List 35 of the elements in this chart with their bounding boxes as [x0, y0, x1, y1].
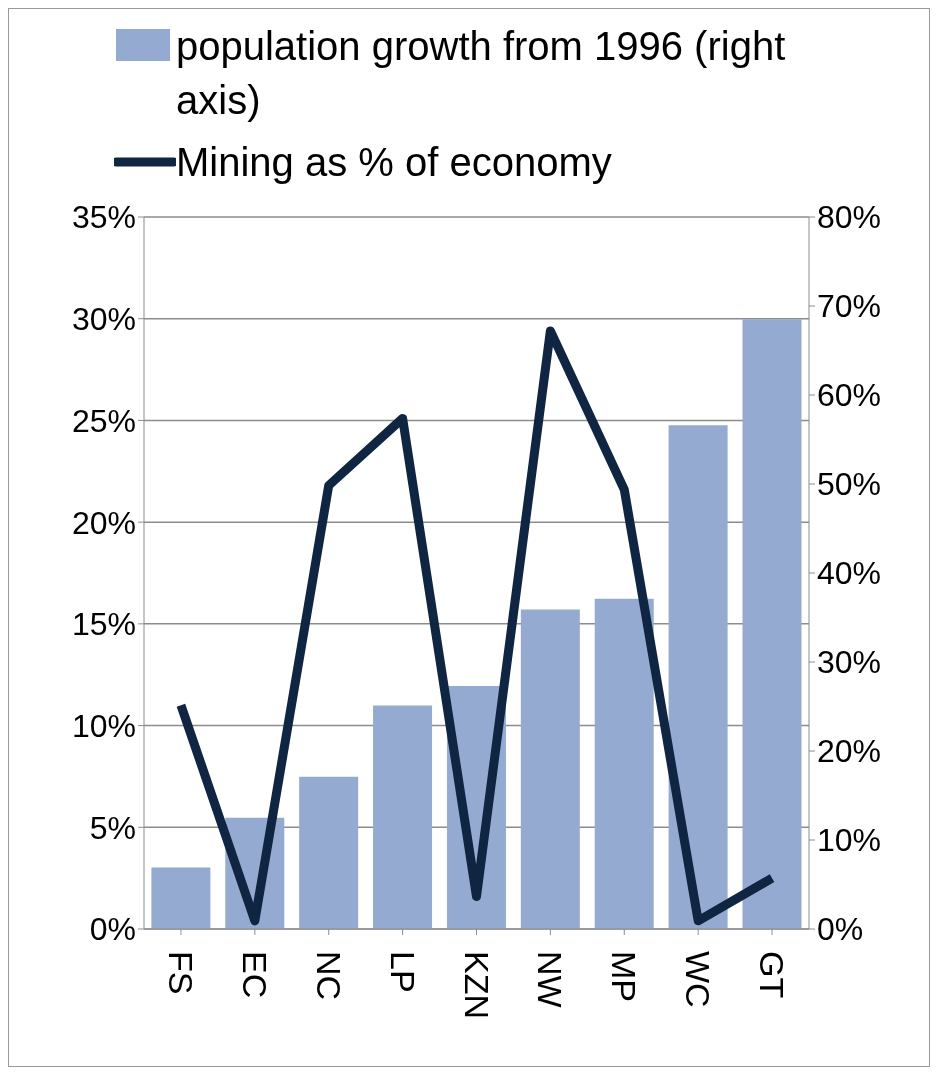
x-tick-label: GT — [753, 951, 792, 999]
x-tick-label: KZN — [457, 951, 496, 1019]
y-tick-label: 20% — [71, 504, 136, 541]
y2-tick-label: 80% — [817, 199, 882, 236]
x-tick-label: NW — [531, 951, 570, 1008]
y2-tick-label: 0% — [817, 911, 864, 948]
x-tick-label: WC — [679, 951, 718, 1008]
bar — [742, 319, 802, 929]
y-tick-label: 10% — [71, 707, 136, 744]
y2-tick-label: 70% — [817, 288, 882, 325]
y2-tick-label: 10% — [817, 822, 882, 859]
y-tick-label: 30% — [71, 301, 136, 338]
y2-tick-label: 30% — [817, 644, 882, 681]
y-tick-label: 35% — [71, 199, 136, 236]
bar — [668, 425, 728, 929]
x-tick-label: MP — [605, 951, 644, 1002]
bar — [594, 598, 654, 929]
y2-tick-label: 50% — [817, 466, 882, 503]
y-tick-label: 0% — [89, 911, 136, 948]
bar — [520, 609, 580, 929]
x-tick-label: NC — [309, 951, 348, 1001]
x-tick-label: FS — [161, 951, 200, 995]
y-tick-label: 15% — [71, 606, 136, 643]
y-tick-label: 25% — [71, 402, 136, 439]
y2-tick-label: 20% — [817, 733, 882, 770]
y2-tick-label: 40% — [817, 555, 882, 592]
bar — [299, 776, 359, 929]
y2-tick-label: 60% — [817, 377, 882, 414]
x-tick-label: EC — [235, 951, 274, 999]
bar — [373, 705, 433, 929]
bar — [151, 867, 211, 929]
x-tick-label: LP — [383, 951, 422, 993]
legend-label: population growth from 1996 (right axis) — [176, 23, 787, 124]
y-tick-label: 5% — [89, 809, 136, 846]
legend-label: Mining as % of economy — [176, 139, 612, 186]
